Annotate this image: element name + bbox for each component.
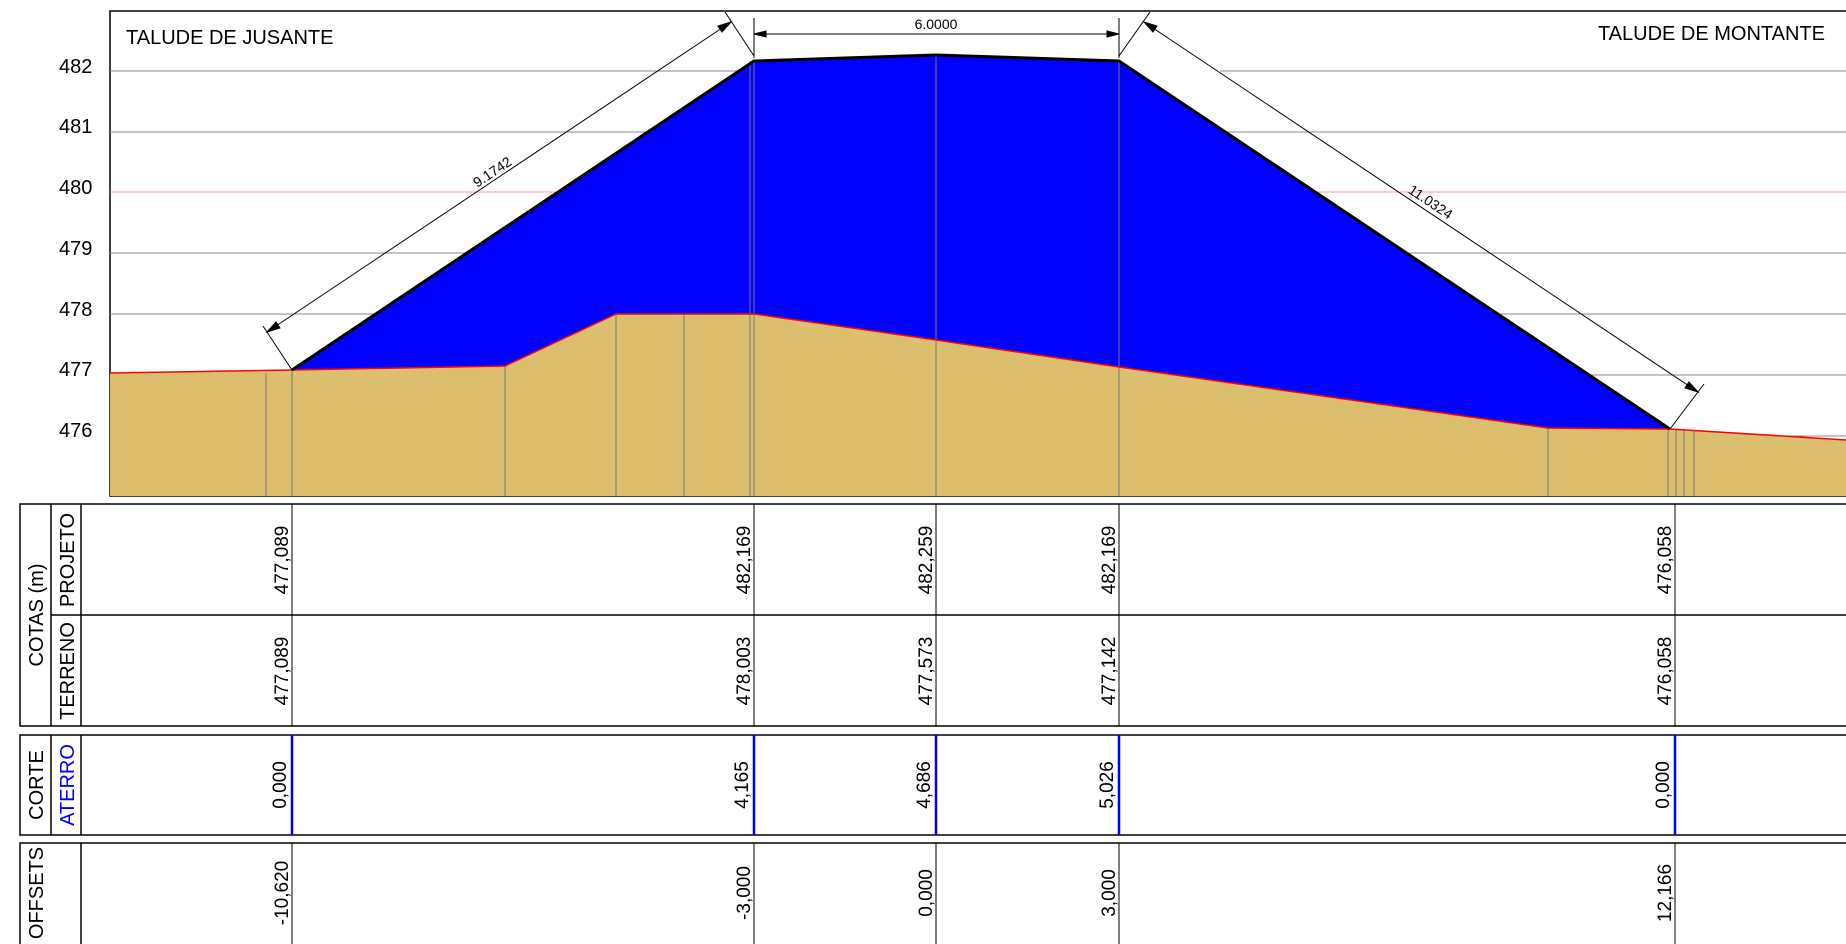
terreno-value: 477,573 [916, 637, 937, 706]
projeto-value: 476,058 [1655, 526, 1676, 595]
aterro-value: 0,000 [270, 761, 291, 809]
tick-label: 479 [59, 238, 92, 260]
corte-block [19, 734, 1846, 836]
table-station-ticks [291, 504, 1676, 944]
left-slope-dim-line [266, 21, 732, 333]
station-lines [265, 55, 1695, 496]
terreno-values: 477,089 478,003 477,573 477,142 476,058 [272, 637, 1676, 706]
aterro-values: 0,000 4,165 4,686 5,026 0,000 [270, 761, 1674, 809]
crest-arrow-right [1106, 30, 1120, 38]
left-arrow-top [717, 20, 733, 33]
projeto-value: 482,169 [1099, 526, 1120, 595]
crest-arrow-left [753, 30, 767, 38]
tick-label: 481 [59, 116, 92, 138]
right-slope-title: TALUDE DE MONTANTE [1598, 23, 1825, 45]
left-ext-bottom [262, 325, 293, 371]
corte-group-label: CORTE [26, 750, 48, 820]
tick-label: 476 [59, 420, 92, 442]
terrain-area [110, 314, 1846, 496]
crest-width-label: 6.0000 [915, 16, 958, 32]
aterro-value: 4,165 [732, 761, 753, 809]
right-ext-top [1118, 11, 1151, 57]
projeto-value: 477,089 [272, 526, 293, 595]
offset-value: -3,000 [734, 866, 755, 920]
terreno-value: 477,142 [1099, 637, 1120, 706]
terreno-row-label: TERRENO [57, 622, 79, 720]
data-table [19, 503, 1846, 944]
embankment-outline [291, 53, 1671, 431]
aterro-value: 5,026 [1097, 761, 1118, 809]
right-arrow-top [1142, 20, 1158, 33]
cotas-group-label: COTAS (m) [26, 564, 48, 667]
offset-values: -10,620 -3,000 0,000 3,000 12,166 [272, 861, 1676, 925]
aterro-row-label: ATERRO [57, 744, 79, 826]
projeto-value: 482,169 [734, 526, 755, 595]
tick-label: 480 [59, 177, 92, 199]
offset-value: 12,166 [1655, 864, 1676, 922]
terreno-value: 478,003 [734, 637, 755, 706]
aterro-value: 4,686 [914, 761, 935, 809]
terreno-value: 477,089 [272, 637, 293, 706]
tick-label: 477 [59, 359, 92, 381]
left-ext-top [724, 11, 755, 57]
right-slope-dim-line [1143, 21, 1699, 393]
projeto-row-label: PROJETO [57, 513, 79, 607]
projeto-value: 482,259 [916, 526, 937, 595]
right-arrow-bottom [1684, 381, 1700, 394]
embankment-fill [292, 55, 1670, 429]
cotas-block [19, 503, 1846, 727]
projeto-values: 477,089 482,169 482,259 482,169 476,058 [272, 526, 1676, 595]
left-arrow-bottom [265, 321, 281, 334]
offset-value: 0,000 [916, 869, 937, 917]
tick-label: 478 [59, 299, 92, 321]
tick-label: 482 [59, 56, 92, 78]
offset-value: 3,000 [1099, 869, 1120, 917]
offsets-block [19, 842, 1846, 944]
terrain-line [109, 313, 1846, 441]
aterro-value: 0,000 [1653, 761, 1674, 809]
aterro-ticks [290, 735, 1677, 835]
left-slope-title: TALUDE DE JUSANTE [126, 27, 333, 49]
elevation-axis: 482 481 480 479 478 477 476 [59, 56, 92, 442]
right-ext-bottom [1669, 383, 1705, 430]
dimension-lines [262, 11, 1705, 430]
offsets-group-label: OFFSETS [26, 847, 48, 939]
offset-value: -10,620 [272, 861, 293, 925]
terreno-value: 476,058 [1655, 637, 1676, 706]
